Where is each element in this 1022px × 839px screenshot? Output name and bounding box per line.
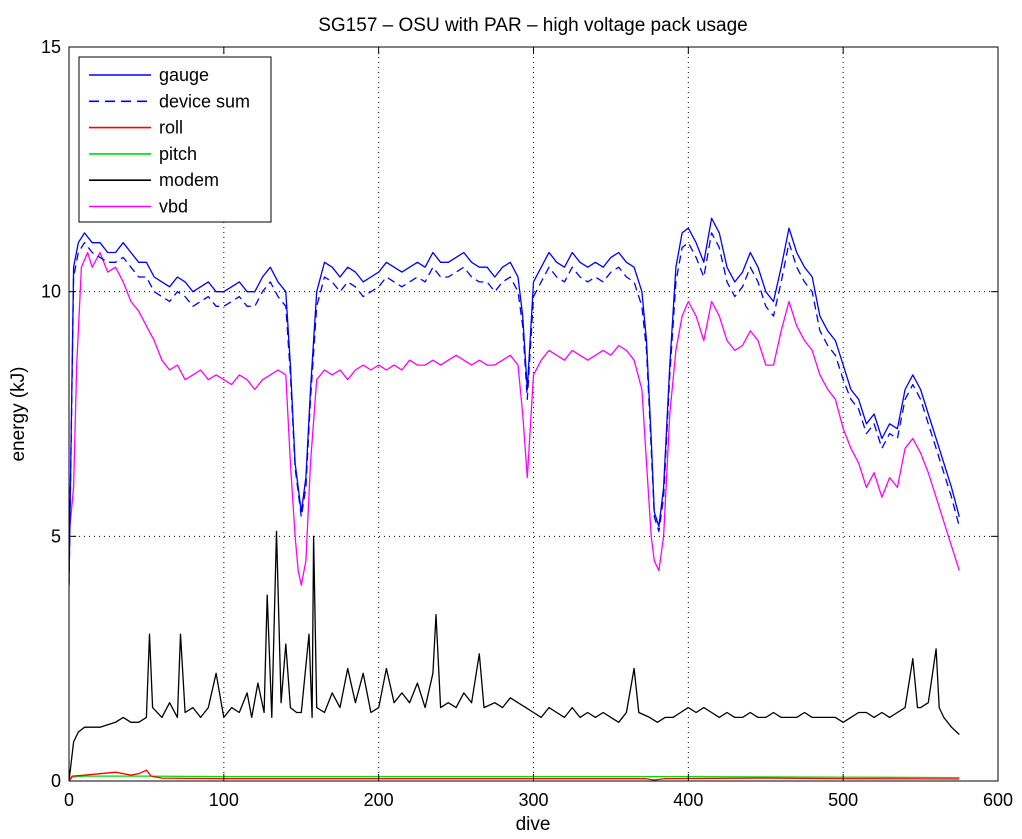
x-tick-label: 600	[983, 790, 1013, 810]
axis-ticks: 0 100 200 300 400 500 600 0 5 10 15	[41, 37, 1013, 810]
legend-box	[78, 56, 272, 223]
legend-label: device sum	[159, 91, 250, 111]
series-line-device-sum	[69, 232, 960, 586]
series-line-modem	[69, 530, 960, 781]
chart-title: SG157 – OSU with PAR – high voltage pack…	[318, 15, 748, 36]
series-line-vbd	[69, 251, 960, 586]
legend-label: vbd	[159, 197, 188, 217]
legend-label: roll	[159, 118, 183, 138]
series-line-roll	[69, 769, 960, 781]
y-axis-label: energy (kJ)	[8, 366, 29, 461]
y-tick-label: 10	[41, 282, 61, 302]
x-tick-label: 400	[673, 790, 703, 810]
legend: gauge device sum roll pitch modem vbd	[78, 56, 272, 223]
legend-label: pitch	[159, 144, 197, 164]
x-tick-label: 0	[64, 790, 74, 810]
y-tick-label: 5	[51, 526, 61, 546]
y-tick-label: 15	[41, 37, 61, 57]
legend-label: modem	[159, 170, 219, 190]
x-axis-label: dive	[516, 814, 551, 835]
x-tick-label: 200	[364, 790, 394, 810]
x-tick-label: 100	[209, 790, 239, 810]
x-tick-label: 300	[518, 790, 548, 810]
series-line-gauge	[69, 217, 960, 586]
data-series	[69, 217, 960, 781]
y-tick-label: 0	[51, 771, 61, 791]
x-tick-label: 500	[828, 790, 858, 810]
legend-label: gauge	[159, 65, 209, 85]
